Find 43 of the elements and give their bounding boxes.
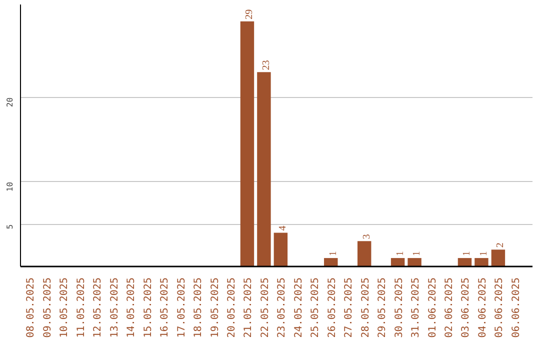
x-tick-label: 03.06.2025	[460, 277, 472, 338]
data-label: 1	[328, 251, 339, 256]
x-tick-label: 06.06.2025	[510, 277, 522, 338]
x-tick-label: 17.05.2025	[176, 277, 188, 338]
data-label: 1	[478, 251, 490, 256]
x-tick-label: 18.05.2025	[193, 277, 204, 338]
x-tick-label: 13.05.2025	[109, 277, 120, 338]
x-tick-label: 28.05.2025	[360, 277, 372, 338]
x-tick-label: 25.05.2025	[310, 277, 322, 338]
data-label: 1	[394, 251, 406, 256]
x-tick-label: 23.05.2025	[276, 277, 288, 338]
x-tick-label: 20.05.2025	[226, 277, 238, 338]
x-tick-label: 15.05.2025	[142, 277, 154, 338]
y-tick-label: 10	[6, 182, 14, 192]
x-tick-label: 12.05.2025	[92, 277, 104, 338]
data-label: 3	[361, 234, 372, 240]
data-label: 1	[462, 251, 473, 256]
data-label: 1	[412, 251, 423, 256]
x-tick-label: 04.06.2025	[477, 277, 488, 338]
x-tick-label: 21.05.2025	[243, 277, 254, 338]
x-tick-label: 08.05.2025	[26, 277, 37, 338]
data-label: 2	[495, 242, 506, 248]
x-tick-label: 10.05.2025	[59, 277, 70, 338]
x-tick-label: 30.05.2025	[394, 277, 405, 338]
data-label: 4	[278, 226, 289, 231]
x-tick-label: 27.05.2025	[344, 277, 355, 338]
x-tick-label: 22.05.2025	[260, 277, 271, 338]
y-tick-label: 20	[6, 97, 14, 108]
x-tick-label: 11.05.2025	[76, 277, 87, 338]
x-tick-label: 31.05.2025	[410, 277, 422, 338]
x-tick-label: 14.05.2025	[126, 277, 138, 338]
y-tick-label: 5	[6, 224, 14, 230]
x-tick-label: 05.06.2025	[494, 277, 506, 338]
x-tick-label: 19.05.2025	[210, 277, 221, 338]
data-label: 23	[260, 60, 272, 70]
x-tick-label: 29.05.2025	[377, 277, 388, 338]
x-tick-label: 09.05.2025	[42, 277, 54, 338]
x-tick-label: 26.05.2025	[326, 277, 338, 338]
x-tick-label: 16.05.2025	[160, 277, 171, 338]
x-tick-label: 02.06.2025	[444, 277, 456, 338]
data-label: 29	[244, 9, 256, 20]
x-tick-label: 24.05.2025	[293, 277, 304, 338]
x-tick-label: 01.06.2025	[427, 277, 438, 338]
